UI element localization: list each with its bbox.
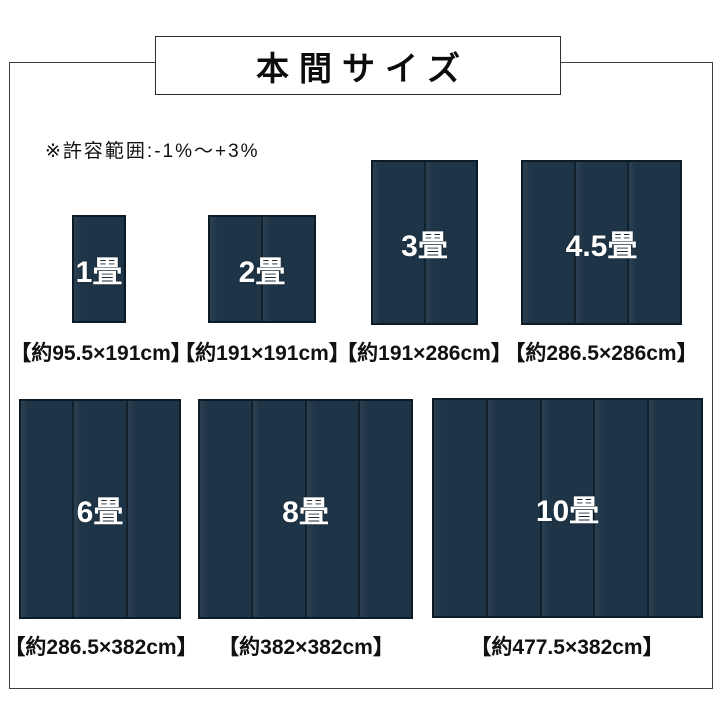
tatami-mat-6jo: 6畳 — [19, 399, 181, 619]
mat-panel — [485, 400, 540, 616]
mat-panel — [261, 217, 314, 321]
mat-panel — [434, 400, 486, 616]
mat-panels — [210, 217, 314, 321]
mat-panels — [200, 401, 411, 617]
mat-dimensions-caption-3jo: 【約191×286cm】 — [336, 342, 512, 365]
mat-panel — [200, 401, 252, 617]
mat-panels — [373, 162, 476, 323]
mat-dimensions-caption-4-5jo: 【約286.5×286cm】 — [504, 342, 698, 365]
mat-size-label: 8畳 — [282, 496, 329, 529]
mat-panel — [74, 217, 124, 321]
mat-size-label: 2畳 — [238, 256, 286, 289]
mat-size-label: 6畳 — [76, 496, 124, 529]
mat-panel — [523, 162, 574, 323]
mat-panel — [574, 162, 627, 323]
tolerance-note: ※許容範囲:-1%〜+3% — [45, 141, 260, 162]
mat-dimensions-caption-10jo: 【約477.5×382cm】 — [470, 636, 664, 659]
mat-panel — [210, 217, 261, 321]
mat-panel — [593, 400, 648, 616]
mat-panels — [523, 162, 680, 323]
page-title: 本間サイズ — [255, 49, 470, 87]
mat-panel — [373, 162, 424, 323]
mat-panels — [74, 217, 124, 321]
mat-size-label: 1畳 — [75, 256, 123, 289]
tatami-mat-2jo: 2畳 — [208, 215, 316, 323]
mat-panels — [21, 401, 179, 617]
mat-size-label: 4.5畳 — [565, 229, 638, 263]
mat-panel — [647, 400, 701, 616]
mat-panel — [72, 401, 126, 617]
tatami-mat-4-5jo: 4.5畳 — [521, 160, 682, 325]
mat-panel — [125, 401, 179, 617]
mat-dimensions-caption-6jo: 【約286.5×382cm】 — [4, 636, 198, 659]
tatami-mat-3jo: 3畳 — [371, 160, 478, 325]
mat-panel — [539, 400, 594, 616]
mat-size-label: 3畳 — [401, 229, 448, 263]
mat-panel — [304, 401, 358, 617]
tatami-mat-1jo: 1畳 — [72, 215, 126, 323]
mat-dimensions-caption-2jo: 【約191×191cm】 — [174, 342, 350, 365]
mat-panel — [251, 401, 305, 617]
mat-panels — [434, 400, 701, 616]
mat-panel — [357, 401, 411, 617]
mat-dimensions-caption-1jo: 【約95.5×191cm】 — [10, 342, 192, 365]
mat-panel — [423, 162, 476, 323]
mat-dimensions-caption-8jo: 【約382×382cm】 — [218, 636, 394, 659]
tatami-mat-8jo: 8畳 — [198, 399, 413, 619]
mat-panel — [21, 401, 73, 617]
mat-size-label: 10畳 — [535, 495, 600, 528]
title-box: 本間サイズ — [155, 36, 561, 95]
tatami-mat-10jo: 10畳 — [432, 398, 703, 618]
mat-panel — [627, 162, 680, 323]
